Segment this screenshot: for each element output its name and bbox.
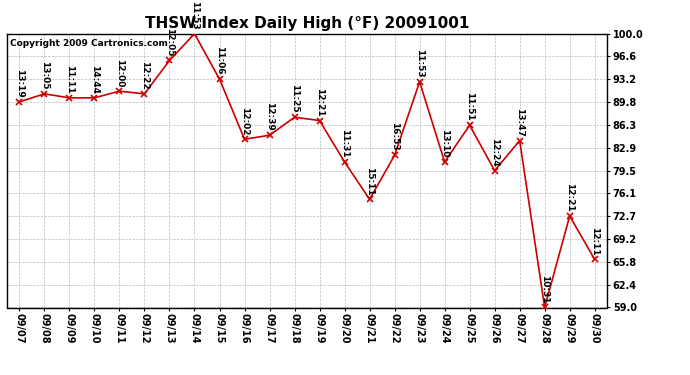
Text: 11:31: 11:31	[340, 129, 349, 158]
Text: 11:25: 11:25	[290, 84, 299, 113]
Text: 13:47: 13:47	[515, 108, 524, 136]
Text: 12:39: 12:39	[265, 102, 274, 131]
Text: 10:31: 10:31	[540, 275, 549, 303]
Text: 13:10: 13:10	[440, 129, 449, 158]
Text: 12:21: 12:21	[565, 183, 574, 212]
Text: 12:02: 12:02	[240, 106, 249, 135]
Text: Copyright 2009 Cartronics.com: Copyright 2009 Cartronics.com	[10, 39, 168, 48]
Text: 11:53: 11:53	[190, 1, 199, 30]
Text: 12:24: 12:24	[490, 138, 499, 166]
Text: 11:11: 11:11	[65, 65, 74, 94]
Text: 12:11: 12:11	[590, 226, 599, 255]
Text: 12:22: 12:22	[140, 61, 149, 90]
Text: 16:53: 16:53	[390, 123, 399, 151]
Text: 11:51: 11:51	[465, 92, 474, 121]
Text: 12:00: 12:00	[115, 58, 124, 87]
Title: THSW Index Daily High (°F) 20091001: THSW Index Daily High (°F) 20091001	[145, 16, 469, 31]
Text: 11:53: 11:53	[415, 49, 424, 78]
Text: 12:05: 12:05	[165, 28, 174, 56]
Text: 15:11: 15:11	[365, 166, 374, 195]
Text: 13:19: 13:19	[15, 69, 24, 98]
Text: 12:21: 12:21	[315, 88, 324, 116]
Text: 13:05: 13:05	[40, 61, 49, 90]
Text: 14:44: 14:44	[90, 64, 99, 94]
Text: 11:06: 11:06	[215, 46, 224, 75]
